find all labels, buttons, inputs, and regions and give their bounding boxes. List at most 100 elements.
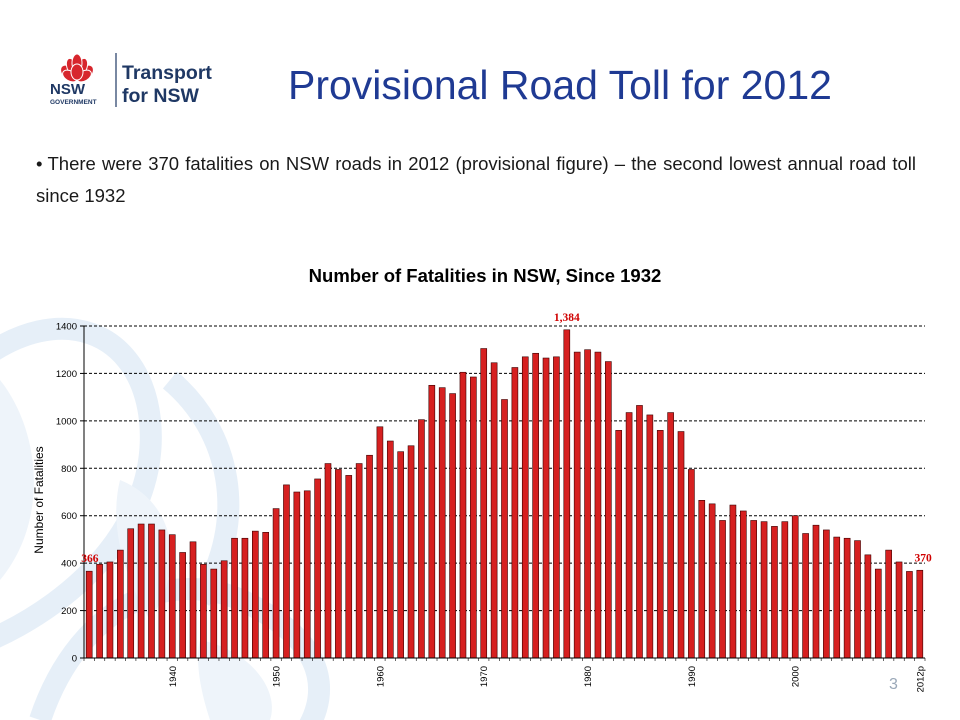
chart-title: Number of Fatalities in NSW, Since 1932 bbox=[309, 265, 662, 286]
bar bbox=[449, 393, 456, 659]
bar bbox=[646, 414, 654, 659]
waratah-flower-icon bbox=[60, 53, 94, 83]
y-tick-label: 400 bbox=[61, 559, 77, 570]
bar bbox=[656, 430, 664, 659]
bar bbox=[916, 569, 924, 659]
x-tick-label: 1960 bbox=[375, 666, 386, 687]
bar bbox=[490, 362, 498, 659]
bar bbox=[158, 529, 166, 659]
bar bbox=[189, 541, 197, 659]
bar bbox=[885, 549, 892, 659]
bar bbox=[511, 367, 519, 659]
bar bbox=[252, 530, 259, 659]
logo-for-nsw-text: for NSW bbox=[122, 85, 200, 107]
bar bbox=[335, 469, 342, 659]
bar bbox=[573, 351, 581, 659]
bar bbox=[407, 445, 415, 659]
bar bbox=[355, 463, 363, 659]
bar bbox=[750, 520, 757, 659]
bar bbox=[698, 500, 706, 659]
logo-government-text: GOVERNMENT bbox=[50, 99, 97, 106]
bar bbox=[708, 503, 716, 659]
bar bbox=[96, 564, 103, 659]
y-axis-ticks: 0 200 400 600 800 1000 1200 1400 bbox=[56, 322, 84, 665]
y-tick-label: 0 bbox=[72, 654, 77, 665]
data-label: 366 bbox=[81, 553, 99, 565]
bar bbox=[85, 570, 93, 659]
bar bbox=[874, 568, 882, 659]
bar bbox=[854, 540, 861, 659]
bar bbox=[636, 405, 643, 659]
x-tick-label: 2000 bbox=[791, 666, 802, 687]
y-axis-label: Number of Fatalities bbox=[32, 446, 46, 553]
bar bbox=[127, 528, 135, 659]
bar bbox=[501, 399, 508, 659]
bar bbox=[521, 356, 529, 659]
waratah-petal bbox=[70, 63, 84, 81]
bar bbox=[314, 478, 321, 659]
bar bbox=[864, 554, 872, 659]
bar bbox=[200, 564, 207, 659]
bar bbox=[553, 356, 560, 659]
bar bbox=[283, 484, 290, 659]
data-label: 370 bbox=[915, 552, 933, 564]
bar bbox=[303, 490, 311, 659]
bar bbox=[480, 348, 488, 659]
waratah-logo-icon: NSW GOVERNMENT Transport for NSW bbox=[50, 53, 212, 107]
bar bbox=[729, 504, 737, 659]
bar bbox=[293, 491, 301, 659]
bar bbox=[791, 515, 799, 659]
bar bbox=[231, 537, 238, 659]
bar bbox=[843, 537, 851, 659]
logo-nsw-text: NSW bbox=[50, 81, 86, 98]
x-tick-label: 1980 bbox=[583, 666, 594, 687]
y-tick-label: 800 bbox=[61, 464, 77, 475]
y-tick-label: 1200 bbox=[56, 369, 77, 380]
bar bbox=[345, 475, 353, 659]
bar bbox=[563, 329, 571, 659]
bar bbox=[106, 561, 114, 659]
bar bbox=[397, 451, 404, 659]
bar bbox=[272, 508, 280, 659]
bullet-text: There were 370 fatalities on NSW roads i… bbox=[36, 153, 916, 206]
bar bbox=[241, 537, 249, 659]
bar bbox=[324, 463, 332, 659]
bar bbox=[428, 384, 436, 659]
data-label: 1,384 bbox=[554, 312, 580, 324]
bar bbox=[739, 510, 747, 659]
bar bbox=[688, 469, 695, 659]
bar bbox=[210, 568, 218, 659]
bar bbox=[677, 431, 685, 659]
bullet-icon: • bbox=[36, 153, 43, 174]
bar bbox=[376, 426, 384, 659]
x-tick-label: 1970 bbox=[479, 666, 490, 687]
bar bbox=[148, 523, 155, 659]
bullet-paragraph: • There were 370 fatalities on NSW roads … bbox=[36, 148, 916, 212]
y-tick-label: 1400 bbox=[56, 322, 77, 333]
bar bbox=[781, 521, 789, 659]
bar bbox=[386, 440, 394, 659]
bar bbox=[823, 529, 830, 659]
bar bbox=[179, 552, 186, 659]
y-tick-label: 600 bbox=[61, 511, 77, 522]
bar bbox=[895, 561, 903, 659]
bar bbox=[667, 412, 674, 659]
bar bbox=[137, 523, 145, 659]
bar bbox=[532, 352, 539, 659]
bar bbox=[470, 376, 477, 659]
x-tick-label: 2012p bbox=[915, 666, 926, 692]
bar bbox=[812, 524, 820, 659]
x-tick-label: 1940 bbox=[168, 666, 179, 687]
bar bbox=[584, 349, 591, 659]
bar bbox=[615, 430, 623, 659]
y-tick-label: 1000 bbox=[56, 416, 77, 427]
bar bbox=[906, 571, 913, 659]
chart-axes bbox=[83, 326, 926, 661]
data-labels: 366 1,384 370 bbox=[81, 312, 932, 565]
transport-nsw-logo: NSW GOVERNMENT Transport for NSW bbox=[46, 45, 236, 117]
bar bbox=[625, 412, 633, 659]
bar bbox=[418, 419, 425, 659]
x-axis-ticks: 1940 1950 1960 1970 1980 1990 2000 2012p bbox=[168, 666, 927, 692]
page-number: 3 bbox=[889, 676, 898, 693]
x-tick-label: 1990 bbox=[687, 666, 698, 687]
